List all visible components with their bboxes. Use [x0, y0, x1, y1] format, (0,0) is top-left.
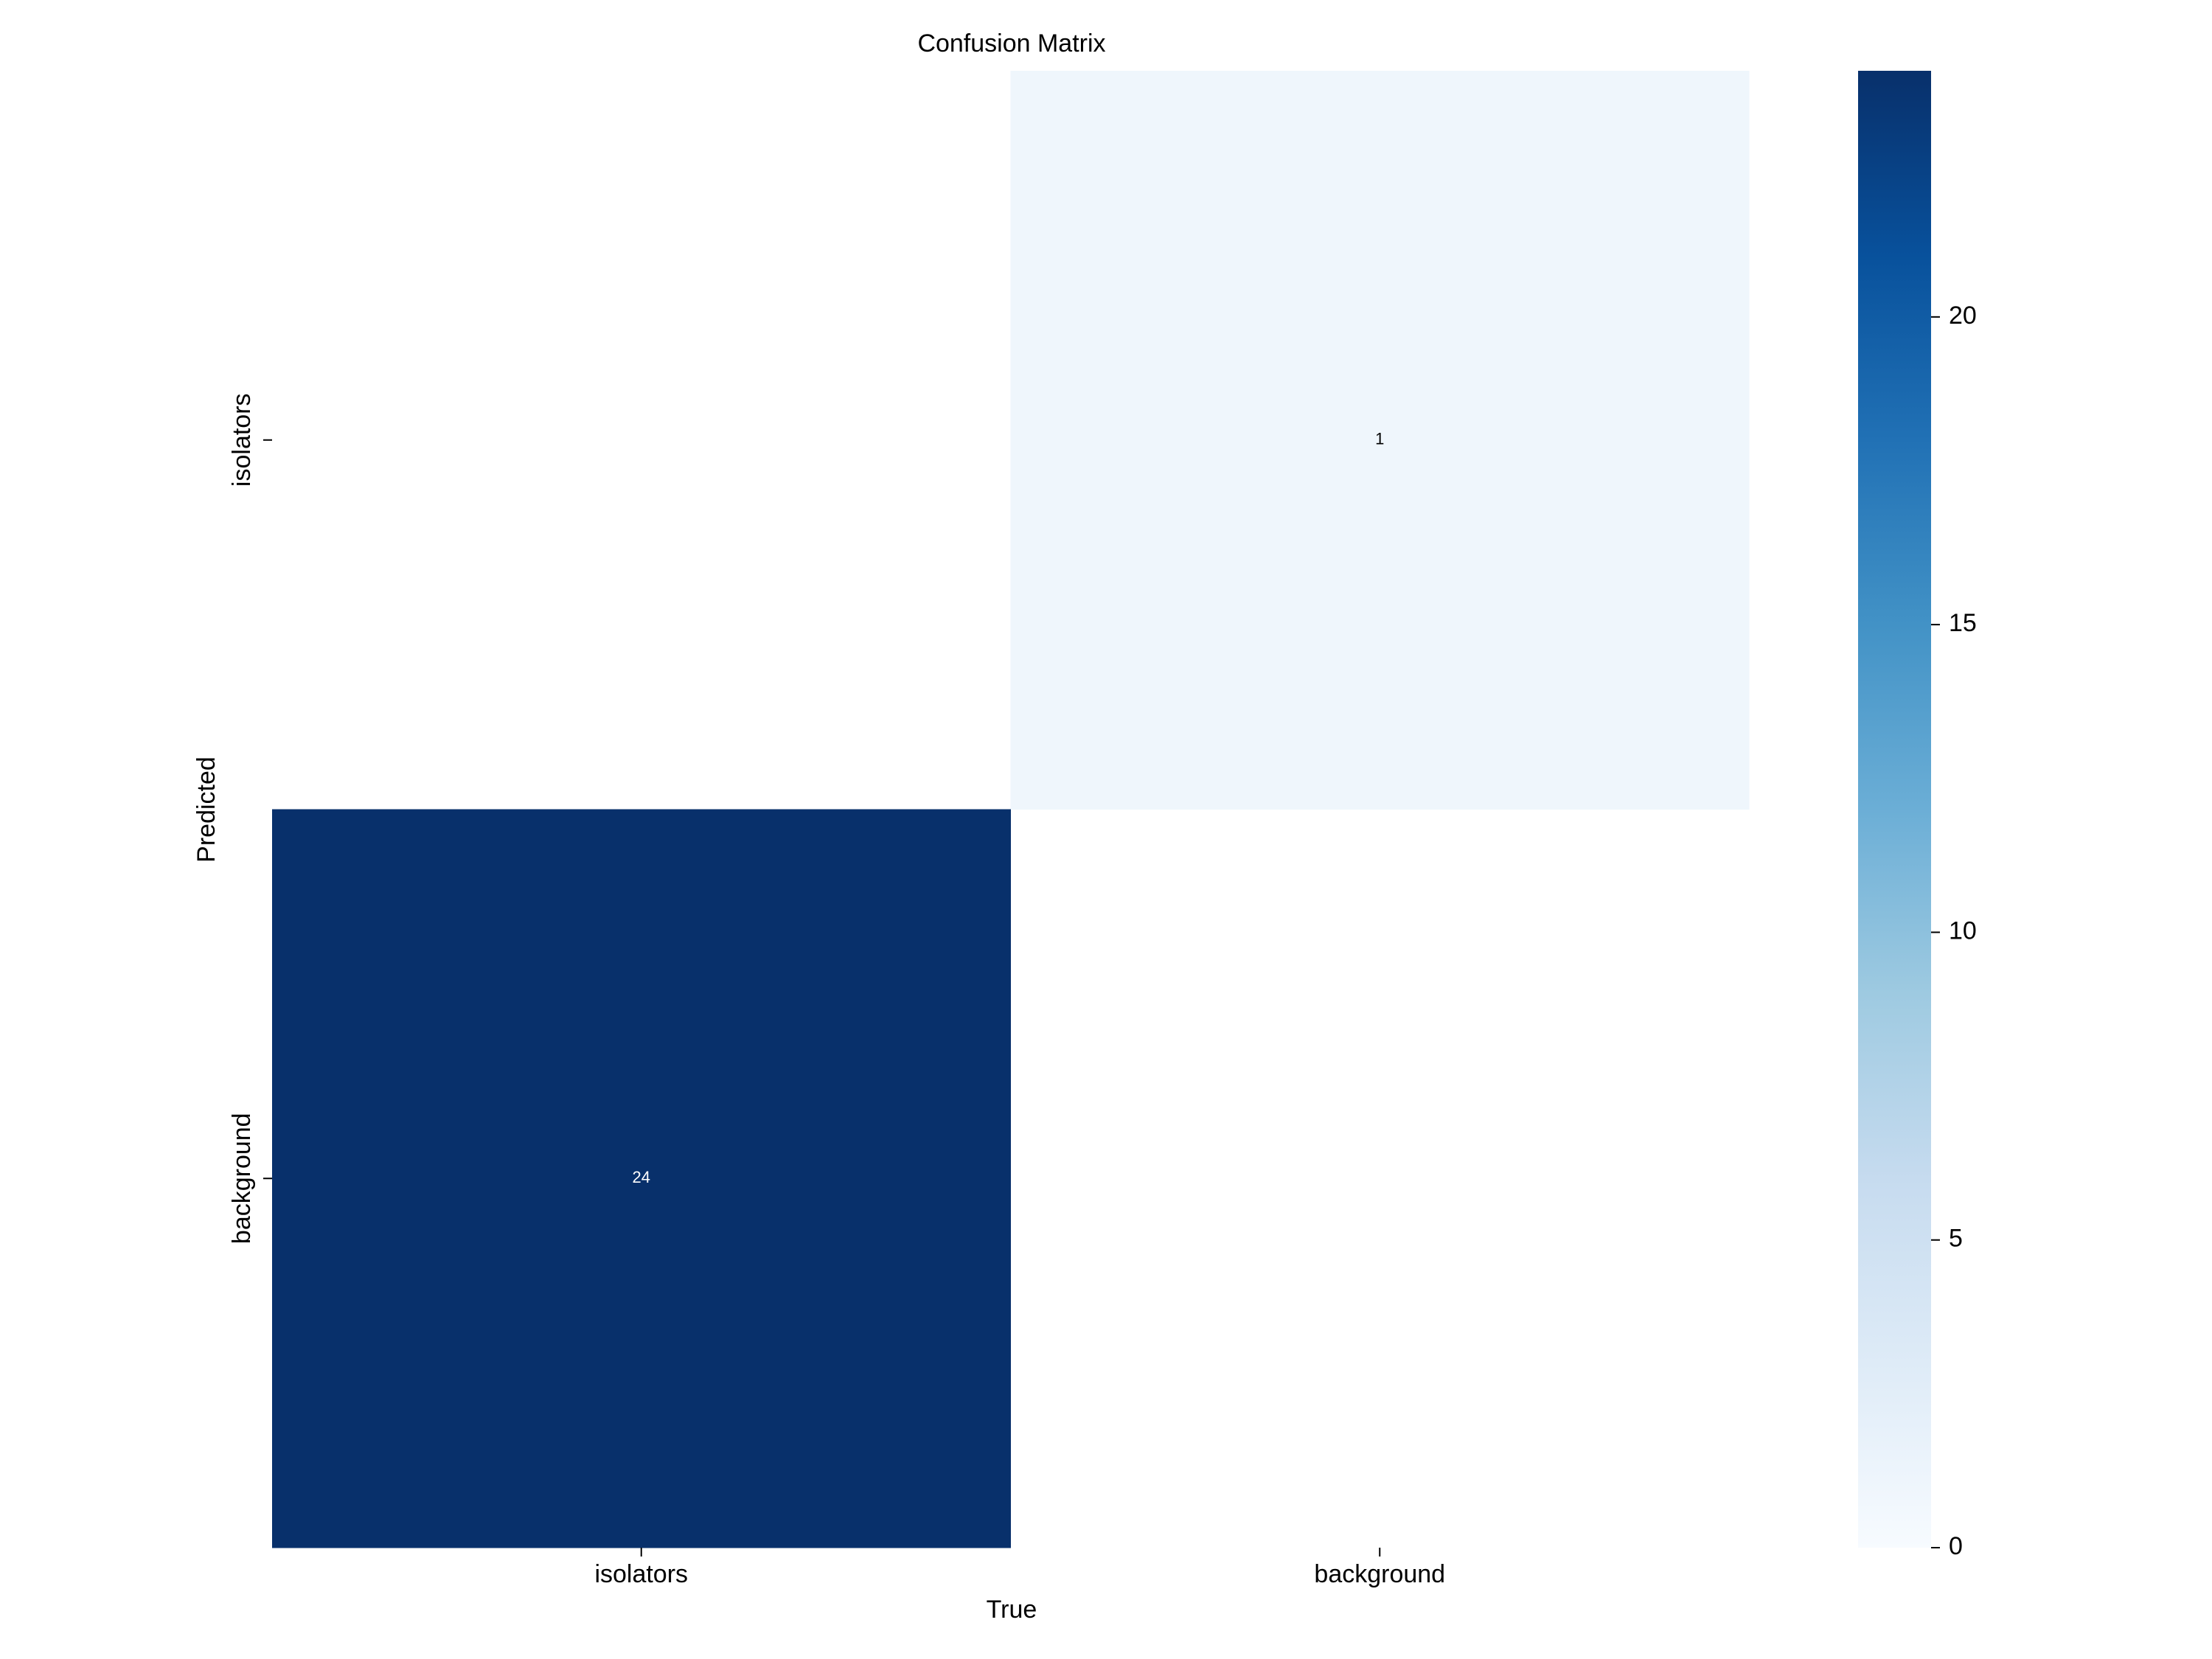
y-tick-label: background [228, 1113, 256, 1244]
heatmap-cell [1010, 71, 1750, 810]
cell-label: 1 [1375, 430, 1384, 448]
y-axis-label: Predicted [192, 757, 220, 863]
x-axis-label: True [987, 1596, 1037, 1624]
chart-title: Confusion Matrix [917, 29, 1105, 58]
colorbar-tick-label: 5 [1949, 1225, 1963, 1253]
colorbar [1858, 71, 1931, 1548]
x-tick-label: isolators [594, 1560, 688, 1588]
x-tick-label: background [1314, 1560, 1445, 1588]
colorbar-tick-label: 10 [1949, 917, 1977, 945]
colorbar-tick-label: 15 [1949, 609, 1977, 637]
heatmap-cell [272, 809, 1011, 1548]
colorbar-tick-label: 0 [1949, 1532, 1963, 1560]
cell-label: 24 [633, 1168, 650, 1186]
colorbar-tick-label: 20 [1949, 302, 1977, 330]
y-tick-label: isolators [228, 393, 256, 487]
